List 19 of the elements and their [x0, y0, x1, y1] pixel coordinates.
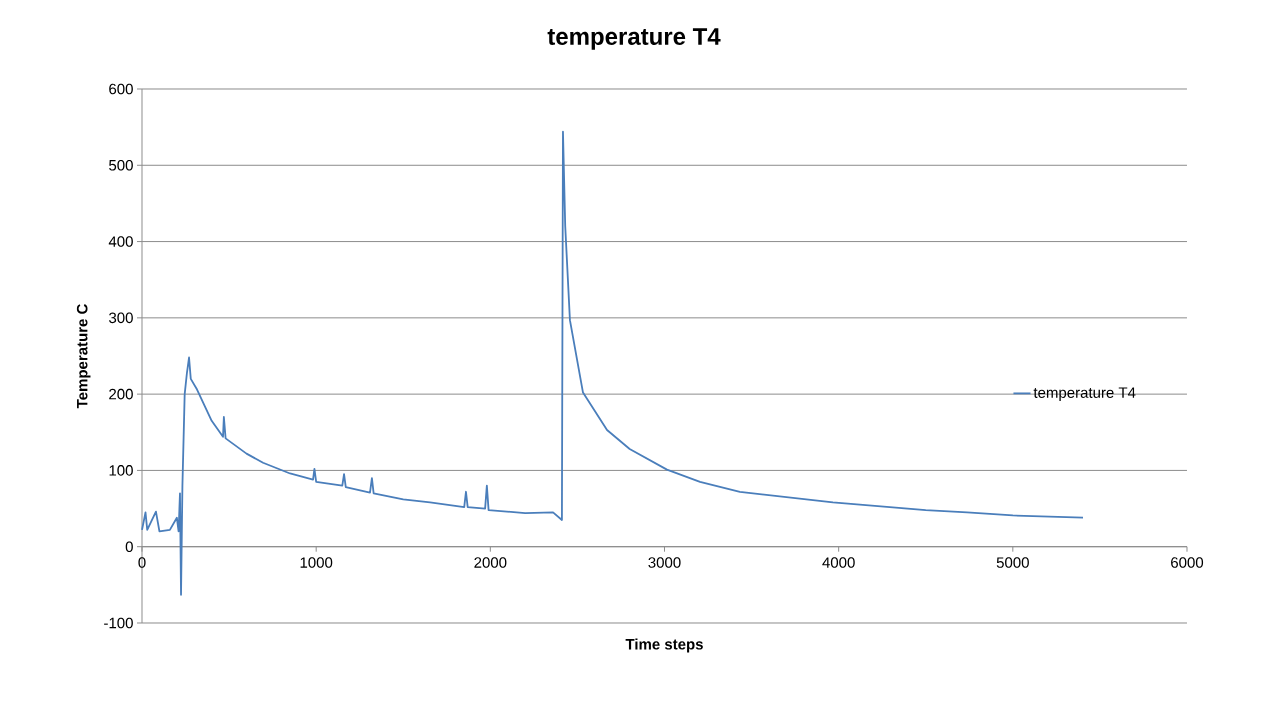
y-tick-label: 300	[109, 312, 133, 324]
y-tick-label: 500	[109, 159, 133, 171]
x-tick-label: 2000	[474, 557, 507, 568]
y-tick-label: 100	[109, 465, 133, 476]
x-tick-label: 5000	[996, 557, 1029, 568]
x-tick-label: 1000	[300, 557, 333, 568]
y-axis-title: Temperature C	[76, 304, 91, 409]
x-tick-label: 4000	[822, 557, 855, 568]
x-axis-title: Time steps	[625, 638, 703, 653]
y-tick-label: 200	[109, 388, 133, 400]
legend-label: temperature T4	[1033, 387, 1136, 401]
y-tick-label: 0	[125, 541, 133, 553]
chart-title: temperature T4	[547, 28, 721, 50]
y-tick-label: 400	[108, 236, 133, 247]
x-tick-label: 6000	[1171, 557, 1204, 568]
x-tick-label: 0	[138, 557, 146, 568]
x-tick-label: 3000	[648, 557, 681, 568]
y-tick-label: -100	[104, 617, 133, 629]
y-tick-label: 600	[109, 83, 133, 95]
